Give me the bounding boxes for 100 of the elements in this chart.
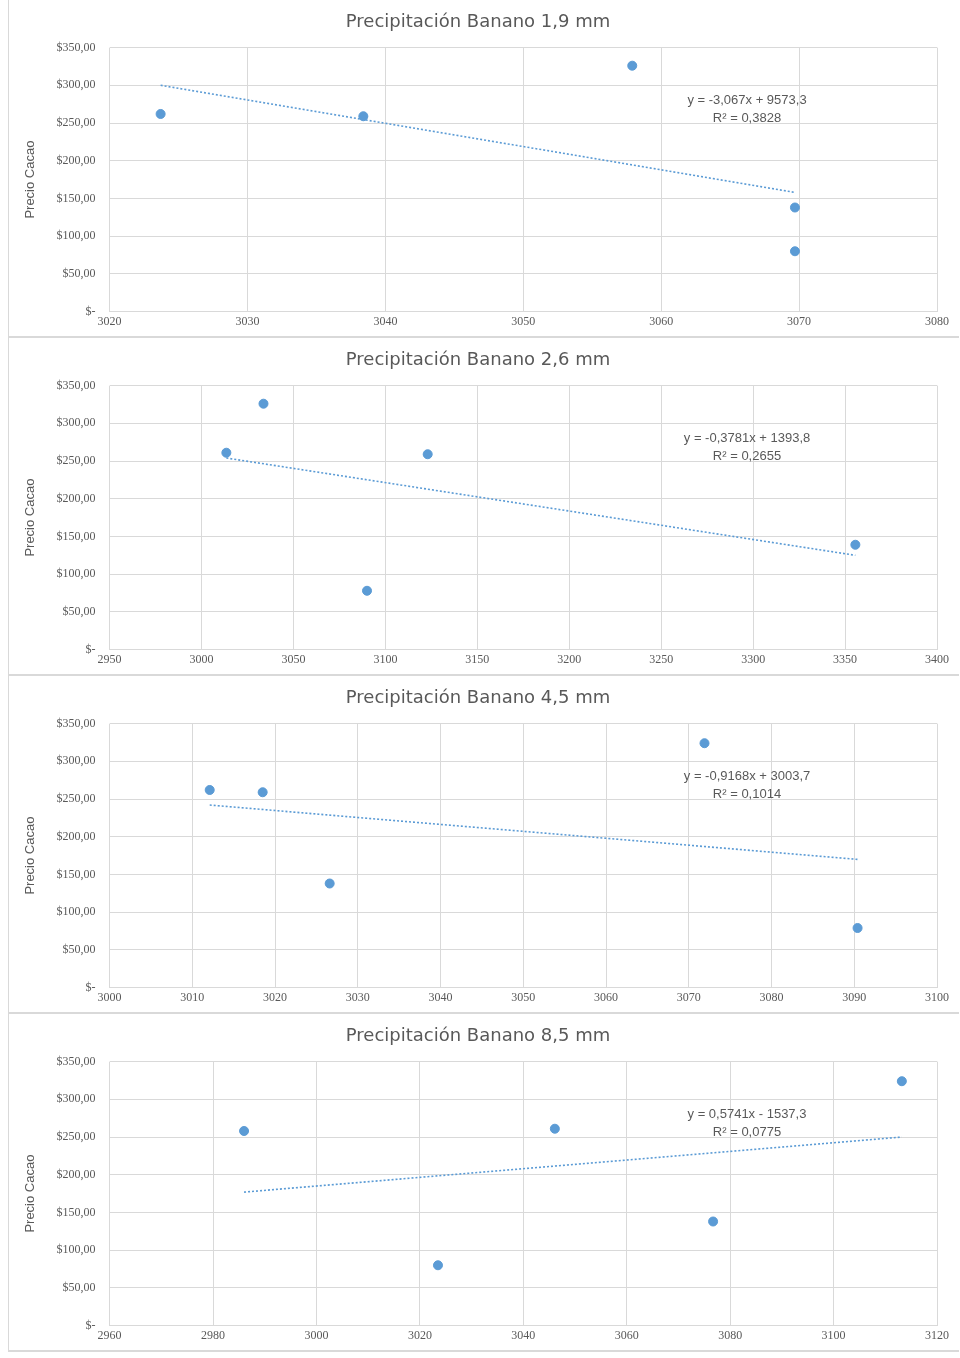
y-tick-label: $300,00 — [56, 753, 96, 768]
y-tick-label: $200,00 — [56, 152, 96, 167]
point — [257, 787, 268, 798]
point — [422, 449, 433, 460]
annotation: R² = 0,3828 — [712, 109, 782, 125]
y-axis-title: Precio Cacao — [22, 1154, 38, 1233]
x-tick-label: 2960 — [97, 1327, 122, 1342]
x-tick-label: 3060 — [594, 989, 619, 1004]
chart-title: Precipitación Banano 1,9 mm — [345, 10, 611, 32]
point — [324, 878, 335, 889]
x-tick-label: 3000 — [189, 651, 214, 666]
x-tick-label: 3090 — [842, 989, 867, 1004]
y-tick-label: $250,00 — [56, 115, 96, 130]
x-tick-label: 3120 — [925, 1327, 949, 1342]
x-tick-label: 3030 — [345, 989, 370, 1004]
x-tick-label: 3100 — [821, 1327, 846, 1342]
y-tick-label: $150,00 — [56, 190, 96, 205]
y-tick-label: $150,00 — [56, 866, 96, 881]
y-tick-label: $150,00 — [56, 1204, 96, 1219]
y-tick-label: $300,00 — [56, 77, 96, 92]
y-tick-label: $300,00 — [56, 415, 96, 430]
x-tick-label: 3060 — [614, 1327, 639, 1342]
x-tick-label: 2950 — [97, 651, 122, 666]
y-tick-label: $50,00 — [62, 604, 96, 619]
y-tick-label: $350,00 — [56, 39, 96, 54]
x-tick-label: 3100 — [373, 651, 398, 666]
y-tick-label: $50,00 — [62, 266, 96, 281]
x-tick-label: 2980 — [201, 1327, 226, 1342]
chart-title: Precipitación Banano 2,6 mm — [345, 348, 611, 370]
x-tick-label: 3350 — [833, 651, 858, 666]
x-tick-label: 3200 — [557, 651, 582, 666]
y-tick-label: $250,00 — [56, 453, 96, 468]
x-tick-label: 3070 — [787, 313, 812, 328]
y-tick-label: $100,00 — [56, 566, 96, 581]
chart-title: Precipitación Banano 8,5 mm — [345, 1024, 611, 1046]
y-tick-label: $250,00 — [56, 791, 96, 806]
x-tick-label: 3020 — [407, 1327, 432, 1342]
y-tick-label: $- — [85, 1317, 96, 1332]
annotation: y = 0,5741x - 1537,3 — [687, 1105, 807, 1121]
point — [258, 398, 269, 409]
y-tick-label: $200,00 — [56, 490, 96, 505]
x-tick-label: 3150 — [465, 651, 490, 666]
point — [852, 923, 863, 934]
y-tick-label: $50,00 — [62, 942, 96, 957]
y-tick-label: $100,00 — [56, 1242, 96, 1257]
x-tick-label: 3000 — [304, 1327, 329, 1342]
x-tick-label: 3020 — [263, 989, 288, 1004]
y-tick-label: $350,00 — [56, 1053, 96, 1068]
point — [549, 1123, 560, 1134]
y-tick-label: $200,00 — [56, 1166, 96, 1181]
y-tick-label: $- — [85, 641, 96, 656]
x-tick-label: 3080 — [718, 1327, 743, 1342]
point — [708, 1216, 719, 1227]
y-tick-label: $350,00 — [56, 377, 96, 392]
x-tick-label: 3080 — [759, 989, 784, 1004]
y-axis-title: Precio Cacao — [22, 140, 38, 219]
y-tick-label: $50,00 — [62, 1280, 96, 1295]
x-tick-label: 3040 — [428, 989, 453, 1004]
y-axis-title: Precio Cacao — [22, 478, 38, 557]
point — [432, 1260, 443, 1271]
y-tick-label: $- — [85, 979, 96, 994]
point — [239, 1125, 250, 1136]
point — [850, 539, 861, 550]
point — [789, 246, 800, 257]
annotation: R² = 0,2655 — [712, 447, 782, 463]
x-tick-label: 3250 — [649, 651, 674, 666]
x-tick-label: 3000 — [97, 989, 122, 1004]
point — [789, 202, 800, 213]
x-tick-label: 3040 — [373, 313, 398, 328]
point — [362, 585, 373, 596]
x-tick-label: 3300 — [741, 651, 766, 666]
x-tick-label: 3020 — [97, 313, 122, 328]
y-tick-label: $150,00 — [56, 528, 96, 543]
x-tick-label: 3050 — [511, 313, 536, 328]
y-tick-label: $100,00 — [56, 228, 96, 243]
annotation: y = -0,3781x + 1393,8 — [683, 429, 811, 445]
point — [627, 60, 638, 71]
x-tick-label: 3030 — [235, 313, 260, 328]
x-tick-label: 3070 — [676, 989, 701, 1004]
x-tick-label: 3100 — [925, 989, 949, 1004]
y-tick-label: $200,00 — [56, 828, 96, 843]
annotation: R² = 0,0775 — [712, 1123, 782, 1139]
point — [221, 447, 232, 458]
y-tick-label: $250,00 — [56, 1129, 96, 1144]
y-tick-label: $- — [85, 303, 96, 318]
x-tick-label: 3010 — [180, 989, 205, 1004]
annotation: R² = 0,1014 — [712, 785, 782, 801]
annotation: y = -0,9168x + 3003,7 — [683, 767, 811, 783]
y-axis-title: Precio Cacao — [22, 816, 38, 895]
point — [204, 784, 215, 795]
point — [699, 738, 710, 749]
point — [358, 111, 369, 122]
y-tick-label: $300,00 — [56, 1091, 96, 1106]
point — [155, 108, 166, 119]
x-tick-label: 3400 — [925, 651, 949, 666]
chart-title: Precipitación Banano 4,5 mm — [345, 686, 611, 708]
x-tick-label: 3040 — [511, 1327, 536, 1342]
x-tick-label: 3050 — [511, 989, 536, 1004]
x-tick-label: 3060 — [649, 313, 674, 328]
x-tick-label: 3080 — [925, 313, 949, 328]
